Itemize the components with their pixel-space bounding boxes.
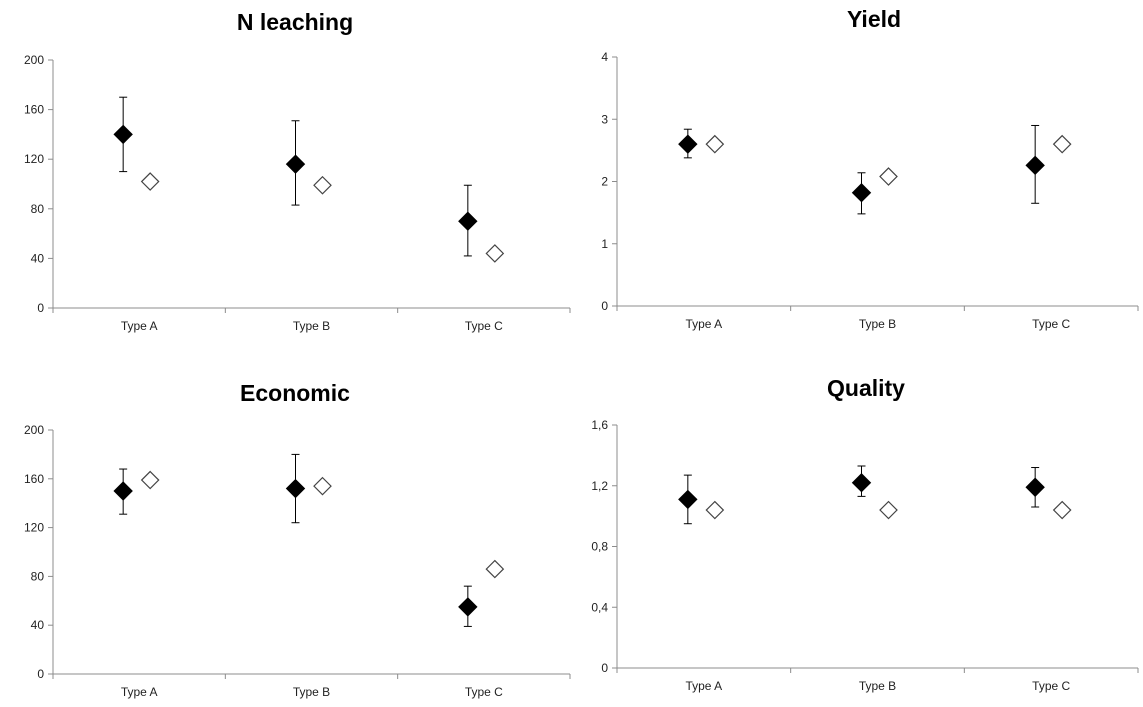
data-point-open bbox=[1052, 134, 1072, 154]
y-tick-label: 1 bbox=[601, 237, 608, 251]
x-tick-label: Type B bbox=[859, 317, 896, 331]
data-point-open bbox=[485, 244, 505, 263]
chart-panel-1: N leaching 0 40 80 120 160 200 Type A Type B Type… bbox=[24, 9, 571, 333]
chart-title: N leaching bbox=[237, 9, 353, 35]
y-tick-label: 80 bbox=[31, 202, 45, 216]
data-point-open bbox=[313, 175, 332, 195]
chart-title: Economic bbox=[240, 380, 350, 406]
y-tick-label: 2 bbox=[601, 175, 608, 189]
data-point-open bbox=[879, 500, 898, 520]
y-tick-label: 160 bbox=[24, 103, 44, 117]
x-tick-label: Type B bbox=[859, 679, 896, 693]
chart-title: Quality bbox=[827, 375, 905, 401]
chart-panel-2: Yield 0 1 2 3 4 Type A Type B Type C bbox=[601, 6, 1139, 331]
y-tick-label: 1,2 bbox=[591, 479, 608, 493]
x-tick-label: Type C bbox=[1032, 317, 1070, 331]
data-point-open bbox=[705, 500, 725, 520]
y-tick-label: 3 bbox=[601, 112, 608, 126]
x-tick-label: Type B bbox=[293, 319, 330, 333]
x-tick-label: Type A bbox=[685, 679, 722, 693]
y-tick-label: 4 bbox=[601, 50, 608, 64]
x-tick-label: Type A bbox=[685, 317, 722, 331]
y-tick-label: 0 bbox=[37, 301, 44, 315]
y-tick-label: 0 bbox=[601, 661, 608, 675]
y-tick-label: 200 bbox=[24, 423, 44, 437]
y-tick-label: 0 bbox=[37, 667, 44, 681]
data-point-open bbox=[140, 470, 160, 490]
y-tick-label: 120 bbox=[24, 521, 44, 535]
y-tick-label: 40 bbox=[31, 618, 45, 632]
chart-title: Yield bbox=[847, 6, 901, 32]
chart-panel-3: Economic 0 40 80 120 160 200 Type A Type B Type C bbox=[24, 380, 571, 699]
y-tick-label: 40 bbox=[31, 251, 45, 265]
data-point-filled bbox=[285, 154, 306, 174]
data-point-filled bbox=[851, 473, 872, 493]
data-point-open bbox=[879, 167, 898, 186]
y-tick-label: 0 bbox=[601, 299, 608, 313]
y-tick-label: 0,4 bbox=[591, 600, 608, 614]
x-tick-label: Type A bbox=[121, 319, 158, 333]
data-point-open bbox=[1052, 500, 1072, 520]
x-tick-label: Type C bbox=[465, 685, 503, 699]
y-tick-label: 120 bbox=[24, 152, 44, 166]
data-point-filled bbox=[113, 124, 133, 145]
data-point-open bbox=[140, 172, 160, 191]
y-tick-label: 80 bbox=[31, 569, 45, 583]
data-point-filled bbox=[1025, 477, 1045, 497]
data-point-filled bbox=[113, 481, 133, 501]
y-tick-label: 1,6 bbox=[591, 418, 608, 432]
data-point-filled bbox=[285, 478, 306, 499]
data-point-open bbox=[705, 134, 725, 154]
data-point-filled bbox=[851, 182, 872, 203]
data-point-filled bbox=[458, 597, 478, 617]
y-tick-label: 200 bbox=[24, 53, 44, 67]
y-tick-label: 160 bbox=[24, 472, 44, 486]
x-tick-label: Type C bbox=[1032, 679, 1070, 693]
x-tick-label: Type C bbox=[465, 319, 503, 333]
x-tick-label: Type A bbox=[121, 685, 158, 699]
data-point-filled bbox=[678, 489, 698, 510]
data-point-filled bbox=[1025, 155, 1045, 176]
x-tick-label: Type B bbox=[293, 685, 330, 699]
data-point-filled bbox=[458, 211, 478, 231]
y-tick-label: 0,8 bbox=[591, 540, 608, 554]
data-point-filled bbox=[678, 134, 698, 154]
data-point-open bbox=[485, 559, 505, 579]
chart-panel-4: Quality 0 0,4 0,8 1,2 1,6 Type A Type B Type C bbox=[591, 375, 1139, 693]
data-point-open bbox=[313, 476, 332, 496]
